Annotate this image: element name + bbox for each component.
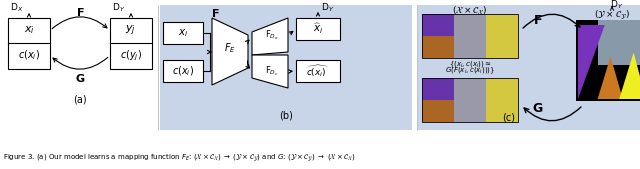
Bar [160,5,412,130]
Bar [576,20,640,101]
Text: $\mathrm{D}_X$: $\mathrm{D}_X$ [10,2,24,14]
Text: $(\mathcal{X}\times\mathcal{C}_\mathcal{X})$: $(\mathcal{X}\times\mathcal{C}_\mathcal{… [452,4,488,16]
Text: $F_E$: $F_E$ [224,42,236,55]
Bar [574,10,640,105]
Polygon shape [212,18,248,85]
Bar [454,14,486,36]
Bar [454,36,486,58]
Text: $x_i$: $x_i$ [24,25,35,36]
Polygon shape [252,55,288,88]
Bar [163,22,203,44]
Bar [422,78,454,100]
Bar [296,18,340,40]
Text: $\mathrm{D}_Y$: $\mathrm{D}_Y$ [321,2,335,14]
Text: $\widehat{c(x_i)}$: $\widehat{c(x_i)}$ [307,63,330,79]
Text: (c): (c) [502,113,515,123]
Text: $\mathbf{G}$: $\mathbf{G}$ [75,72,85,84]
Text: $\mathbf{F}$: $\mathbf{F}$ [533,14,543,27]
Text: $y_j$: $y_j$ [125,23,136,38]
Bar [422,14,454,36]
Text: $\mathrm{D}_Y$: $\mathrm{D}_Y$ [611,0,623,11]
Bar [486,14,518,36]
Text: $G(F(x_i, c(x_i)))\}$: $G(F(x_i, c(x_i)))\}$ [445,66,495,76]
Text: (b): (b) [279,110,293,120]
Bar [422,100,454,122]
Text: $c(x_i)$: $c(x_i)$ [172,64,194,78]
Text: $c(x_i)$: $c(x_i)$ [18,49,40,62]
Text: $\mathrm{D}_Y$: $\mathrm{D}_Y$ [112,2,125,14]
Text: $\mathbf{F}$: $\mathbf{F}$ [76,6,84,18]
Bar [598,20,640,65]
Text: $(\mathcal{Y}\times\mathcal{C}_\mathcal{Y})$: $(\mathcal{Y}\times\mathcal{C}_\mathcal{… [594,8,630,22]
Polygon shape [578,25,605,99]
Text: $\{(x_i, c(x_i))\approx$: $\{(x_i, c(x_i))\approx$ [449,60,492,70]
Bar [454,78,486,100]
Text: $\mathbf{F}$: $\mathbf{F}$ [211,7,220,19]
Text: Figure 3. (a) Our model learns a mapping function $F_E$: ($\mathcal{X}\times\mat: Figure 3. (a) Our model learns a mapping… [3,153,355,163]
Polygon shape [598,56,623,99]
Polygon shape [620,52,640,99]
Text: $\mathrm{F}_{D_c}$: $\mathrm{F}_{D_c}$ [265,65,279,78]
Text: $\widehat{x}_i$: $\widehat{x}_i$ [313,22,323,36]
Bar [418,5,640,130]
Text: $\mathrm{F}_{D_x}$: $\mathrm{F}_{D_x}$ [265,28,279,42]
Polygon shape [252,18,288,55]
Bar [422,36,454,58]
Bar [486,100,518,122]
Bar [422,14,518,58]
Bar [486,78,518,100]
Bar [8,18,50,69]
Bar [454,100,486,122]
Bar [486,36,518,58]
Bar [110,18,152,69]
Bar [422,78,518,122]
Bar [576,20,640,101]
Text: $\mathbf{G}$: $\mathbf{G}$ [532,102,544,115]
Bar [296,60,340,82]
Text: (a): (a) [73,95,87,105]
Bar [163,60,203,82]
Text: $c(y_j)$: $c(y_j)$ [120,48,142,63]
Text: $x_i$: $x_i$ [178,27,188,39]
